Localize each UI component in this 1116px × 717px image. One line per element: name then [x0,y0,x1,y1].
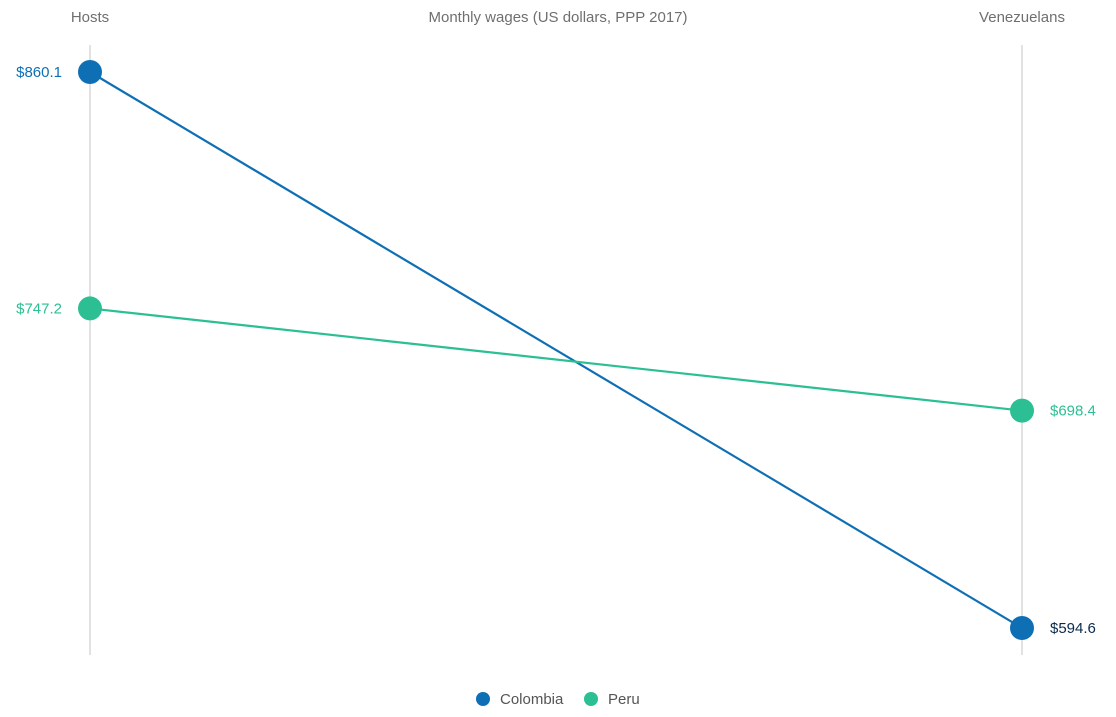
data-label-peru-venezuelans: $698.4 [1050,403,1096,420]
data-label-colombia-hosts: $860.1 [16,64,62,81]
legend-marker-colombia [476,692,490,706]
chart-title: Monthly wages (US dollars, PPP 2017) [428,9,687,26]
legend-item-peru[interactable]: Peru [584,691,640,708]
category-label-venezuelans: Venezuelans [979,9,1065,26]
data-point-peru-venezuelans[interactable] [1010,399,1034,423]
legend-item-colombia[interactable]: Colombia [476,691,564,708]
series-layer: $860.1 $594.6 $747.2 $698.4 [16,60,1096,640]
legend-label-peru: Peru [608,691,640,708]
series-line-colombia [90,72,1022,628]
data-label-colombia-venezuelans: $594.6 [1050,620,1096,637]
series-line-peru [90,308,1022,410]
legend-marker-peru [584,692,598,706]
data-point-peru-hosts[interactable] [78,296,102,320]
legend-label-colombia: Colombia [500,691,564,708]
data-label-peru-hosts: $747.2 [16,300,62,317]
legend: Colombia Peru [476,691,640,708]
data-point-colombia-venezuelans[interactable] [1010,616,1034,640]
category-label-hosts: Hosts [71,9,109,26]
data-point-colombia-hosts[interactable] [78,60,102,84]
